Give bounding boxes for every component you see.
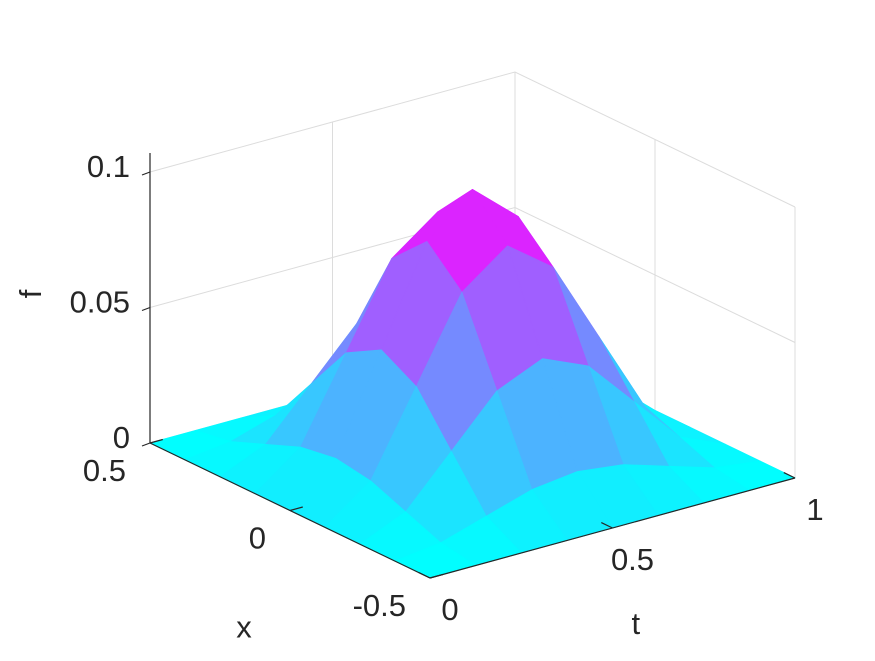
y-tick-label: -0.5 (353, 588, 406, 623)
z-tick (141, 442, 151, 447)
x-tick-label: 0 (441, 592, 458, 627)
x-axis-label: t (631, 606, 640, 641)
y-tick-label: 0 (249, 521, 266, 556)
x-tick (601, 522, 613, 529)
y-tick (149, 438, 163, 444)
y-tick (289, 506, 303, 512)
y-axis-label: x (236, 609, 252, 644)
y-tick (429, 573, 443, 579)
z-tick-label: 0.1 (87, 149, 130, 184)
x-tick (783, 472, 796, 479)
z-tick-label: 0.05 (70, 285, 130, 320)
z-tick (141, 306, 151, 312)
z-tick (141, 171, 151, 176)
x-tick-label: 1 (806, 492, 823, 527)
z-tick-label: 0 (113, 420, 130, 455)
z-axis-label: f (13, 289, 48, 298)
x-tick-label: 0.5 (611, 542, 654, 577)
y-tick-label: 0.5 (83, 453, 126, 488)
x-tick (418, 572, 431, 579)
grid-line (149, 71, 796, 208)
